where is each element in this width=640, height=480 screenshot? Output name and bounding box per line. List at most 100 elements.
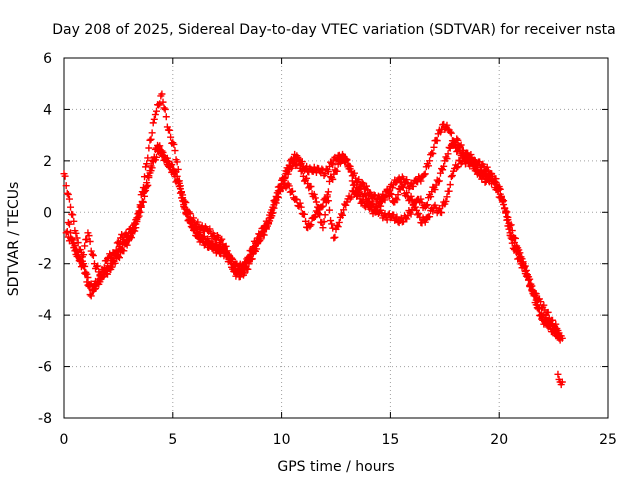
- data-point-interp: [173, 176, 181, 184]
- data-point-interp: [339, 211, 347, 219]
- data-point: [158, 90, 166, 98]
- data-point-interp: [272, 199, 280, 207]
- x-tick-label: 25: [599, 432, 617, 448]
- data-point-interp: [429, 150, 437, 158]
- data-point-interp: [114, 238, 122, 246]
- data-point-interp: [142, 163, 150, 171]
- data-point-interp: [62, 182, 70, 190]
- data-point-interp: [445, 187, 453, 195]
- data-point-interp: [540, 301, 548, 309]
- data-point-interp: [99, 267, 107, 275]
- data-point-interp: [392, 194, 400, 202]
- data-point-interp: [162, 113, 170, 121]
- data-point-interp: [170, 167, 178, 175]
- data-point-interp: [245, 254, 253, 262]
- data-point-interp: [198, 234, 206, 242]
- data-point-interp: [112, 246, 120, 254]
- x-tick-label: 15: [381, 432, 399, 448]
- data-point-interp: [236, 269, 244, 277]
- data-point-interp: [174, 177, 182, 185]
- data-point-interp: [111, 249, 119, 257]
- data-point: [554, 327, 562, 335]
- data-point-interp: [166, 159, 174, 167]
- data-point-interp: [194, 218, 202, 226]
- data-point-interp: [393, 196, 401, 204]
- data-point-interp: [122, 240, 130, 248]
- data-point-interp: [355, 190, 363, 198]
- data-point-interp: [377, 202, 385, 210]
- data-point-interp: [70, 217, 78, 225]
- data-point-interp: [357, 184, 365, 192]
- data-point-interp: [519, 261, 527, 269]
- data-point-interp: [443, 121, 451, 129]
- data-point-interp: [244, 257, 252, 265]
- y-tick-label: 0: [43, 205, 52, 221]
- data-point-interp: [393, 213, 401, 221]
- data-point-interp: [440, 120, 448, 128]
- data-point-interp: [303, 174, 311, 182]
- data-point: [73, 234, 81, 242]
- data-point: [508, 239, 516, 247]
- data-point-interp: [362, 182, 370, 190]
- data-point-interp: [67, 229, 75, 237]
- data-point-interp: [226, 255, 234, 263]
- data-point-interp: [257, 231, 265, 239]
- x-axis-label: GPS time / hours: [277, 459, 394, 475]
- data-point-interp: [311, 194, 319, 202]
- data-point-interp: [334, 223, 342, 231]
- data-point-interp: [422, 202, 430, 210]
- data-point-interp: [525, 275, 533, 283]
- data-point-interp: [179, 194, 187, 202]
- data-point-interp: [399, 183, 407, 191]
- data-point-interp: [108, 254, 116, 262]
- data-point-interp: [89, 287, 97, 295]
- data-point-interp: [431, 186, 439, 194]
- data-point-interp: [86, 238, 94, 246]
- data-point: [558, 378, 566, 386]
- data-point-interp: [269, 209, 277, 217]
- data-point-interp: [281, 174, 289, 182]
- data-point-interp: [325, 206, 333, 214]
- data-point-interp: [424, 162, 432, 170]
- data-point-interp: [159, 98, 167, 106]
- data-point-interp: [496, 185, 504, 193]
- data-point-interp: [120, 236, 128, 244]
- data-point-interp: [344, 161, 352, 169]
- data-point-interp: [293, 196, 301, 204]
- data-point-interp: [501, 204, 509, 212]
- data-point: [143, 183, 151, 191]
- data-point-interp: [512, 244, 520, 252]
- data-point-interp: [335, 218, 343, 226]
- y-tick-label: -8: [38, 411, 52, 427]
- data-point-interp: [342, 157, 350, 165]
- data-point-interp: [253, 239, 261, 247]
- data-point-interp: [194, 229, 202, 237]
- data-point-interp: [439, 166, 447, 174]
- data-point-interp: [355, 176, 363, 184]
- data-point-interp: [359, 196, 367, 204]
- data-point: [171, 147, 179, 155]
- data-point-interp: [115, 240, 123, 248]
- data-point-interp: [411, 199, 419, 207]
- chart-title: Day 208 of 2025, Sidereal Day-to-day VTE…: [52, 22, 615, 38]
- data-point-interp: [471, 162, 479, 170]
- data-point-interp: [167, 162, 175, 170]
- x-tick-label: 20: [490, 432, 508, 448]
- data-point-interp: [96, 271, 104, 279]
- data-point-interp: [454, 163, 462, 171]
- data-point-interp: [69, 211, 77, 219]
- data-point-interp: [146, 136, 154, 144]
- data-point-interp: [453, 135, 461, 143]
- data-point: [502, 208, 510, 216]
- data-point-interp: [73, 248, 81, 256]
- data-point-interp: [307, 221, 315, 229]
- data-point-interp: [64, 190, 72, 198]
- data-point-interp: [65, 195, 73, 203]
- data-point-interp: [139, 198, 147, 206]
- data-point-interp: [94, 279, 102, 287]
- data-point-interp: [157, 148, 165, 156]
- data-point-interp: [135, 212, 143, 220]
- data-point: [145, 144, 153, 152]
- data-point-interp: [358, 179, 366, 187]
- data-point-interp: [288, 158, 296, 166]
